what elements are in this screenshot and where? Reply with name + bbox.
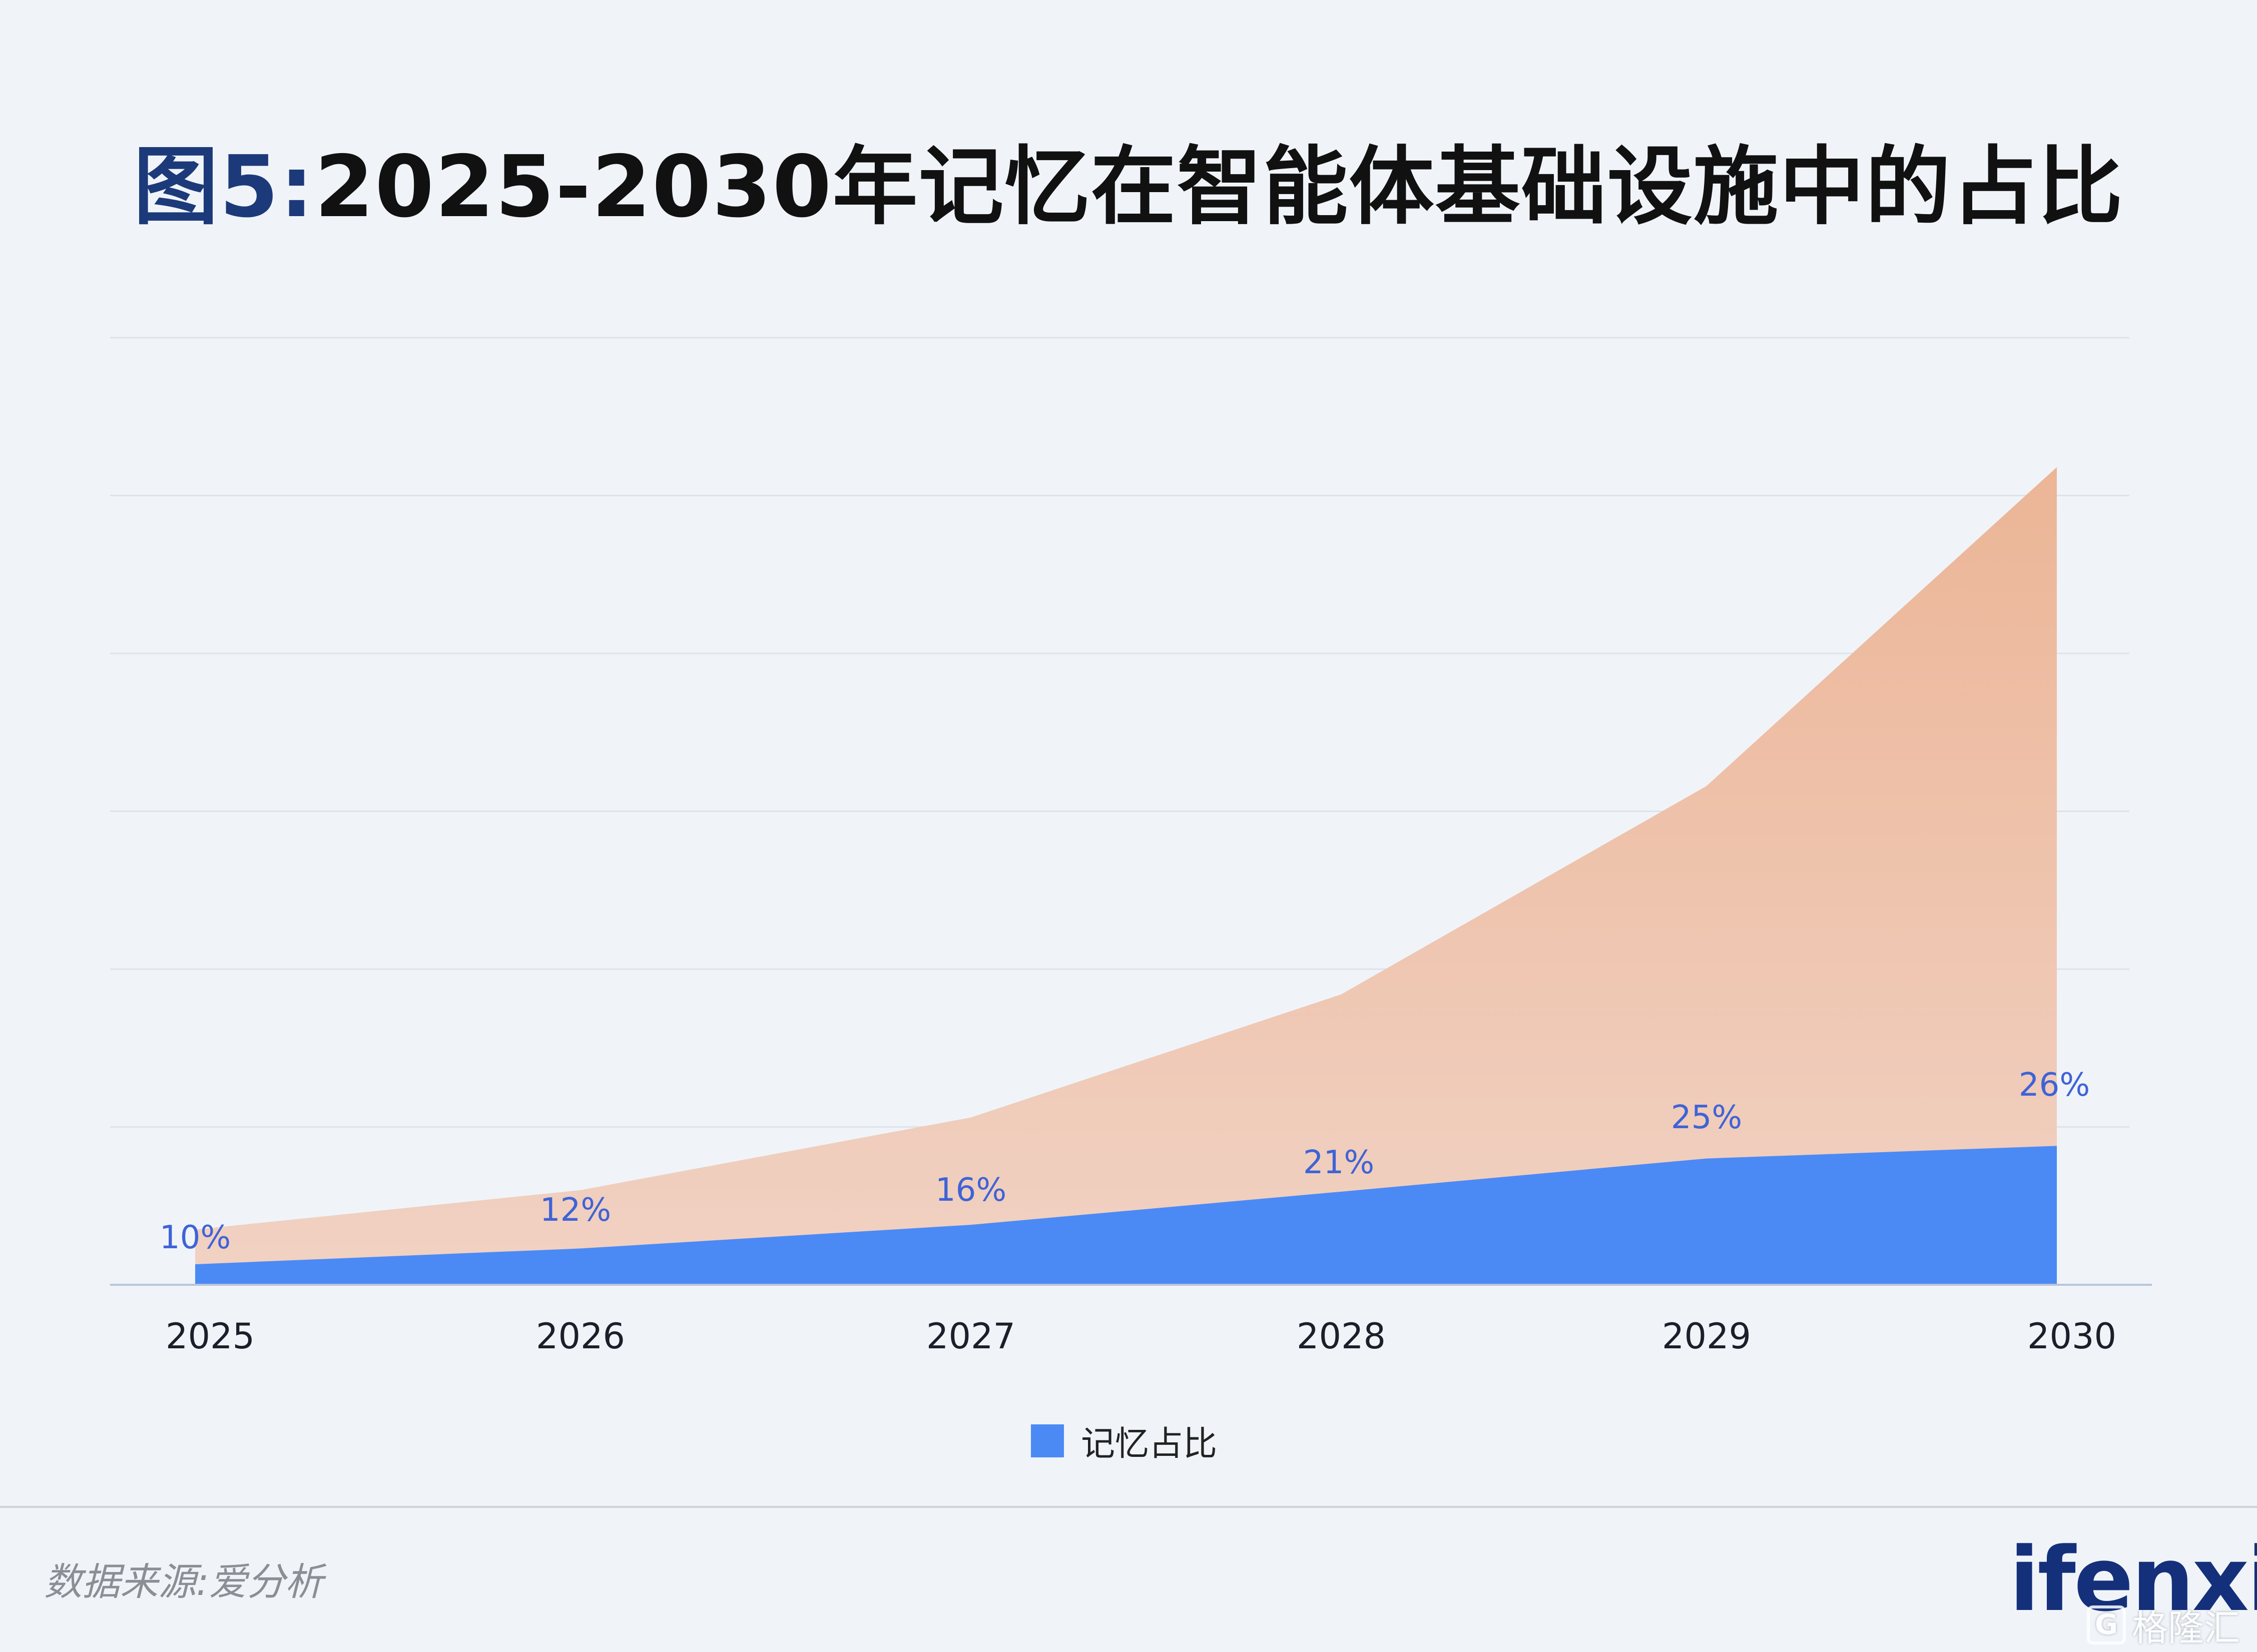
data-label-2027: 16% xyxy=(935,1172,1006,1209)
x-tick-2027: 2027 xyxy=(926,1316,1015,1357)
x-tick-labels: 2025 2026 2027 2028 2029 2030 xyxy=(166,1316,2116,1357)
watermark: G 格隆汇 xyxy=(2087,1598,2240,1651)
gelonghui-icon: G xyxy=(2087,1605,2126,1644)
footer-divider xyxy=(0,1506,2257,1508)
x-tick-2028: 2028 xyxy=(1297,1316,1386,1357)
data-label-2025: 10% xyxy=(160,1219,231,1256)
data-label-2029: 25% xyxy=(1671,1099,1742,1136)
chart-title-prefix: 图5: xyxy=(133,138,315,237)
watermark-text: 格隆汇 xyxy=(2132,1607,2240,1649)
data-labels: 10% 12% 16% 21% 25% 26% xyxy=(160,1067,2090,1256)
ifenxi-logo: ifenxi xyxy=(2009,1528,2257,1631)
x-tick-2030: 2030 xyxy=(2027,1316,2116,1357)
chart-title-main: 2025-2030年记忆在智能体基础设施中的占比 xyxy=(314,138,2124,237)
x-tick-2025: 2025 xyxy=(166,1316,255,1357)
chart-title: 图5:2025-2030年记忆在智能体基础设施中的占比 xyxy=(0,118,2257,241)
legend-label: 记忆占比 xyxy=(1081,1424,1218,1464)
area-series-total xyxy=(195,467,2057,1285)
legend: 记忆占比 xyxy=(1031,1416,1217,1465)
x-tick-2026: 2026 xyxy=(536,1316,625,1357)
source-note: 数据来源:爱分析 xyxy=(44,1559,323,1604)
legend-swatch xyxy=(1031,1424,1064,1457)
data-label-2028: 21% xyxy=(1303,1144,1374,1181)
data-label-2026: 12% xyxy=(540,1192,611,1229)
areas xyxy=(195,467,2057,1285)
x-tick-2029: 2029 xyxy=(1662,1316,1751,1357)
area-series-memory xyxy=(195,1146,2057,1285)
data-label-2030: 26% xyxy=(2019,1067,2090,1104)
